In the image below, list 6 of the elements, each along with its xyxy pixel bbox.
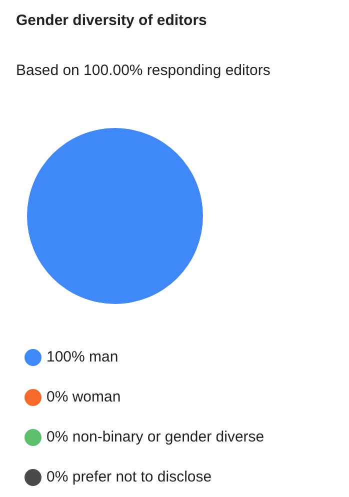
legend-label: 0% non-binary or gender diverse [46,428,264,446]
chart-title: Gender diversity of editors [16,12,207,29]
chart-subtitle: Based on 100.00% responding editors [16,62,270,79]
legend-label: 0% prefer not to disclose [46,468,212,486]
legend-label: 0% woman [46,388,121,406]
legend-label: 100% man [46,348,118,366]
